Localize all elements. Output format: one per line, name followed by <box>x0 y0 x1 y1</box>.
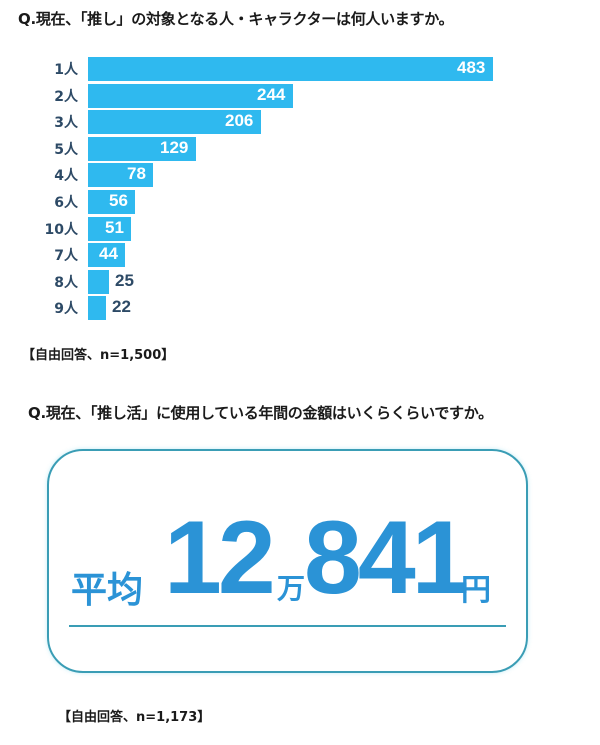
question-2-title: Q.現在、「推し活」に使用している年間の金額はいくらくらいですか。 <box>28 404 493 422</box>
bar <box>88 136 196 161</box>
bar <box>88 216 131 241</box>
bar <box>88 83 293 108</box>
bar-row: 8人 25 <box>0 269 600 294</box>
value-label: 483 <box>457 58 486 77</box>
question-1-footnote: 【自由回答、n=1,500】 <box>22 348 175 363</box>
value-label: 78 <box>127 164 146 184</box>
bar <box>88 110 261 135</box>
value-label: 244 <box>257 84 286 104</box>
question-1-title: Q.現在、「推し」の対象となる人・キャラクターは何人いますか。 <box>18 10 454 28</box>
man-unit: 万 <box>277 572 306 605</box>
bar <box>88 190 135 214</box>
bar <box>88 57 493 81</box>
value-label: 51 <box>105 217 124 237</box>
bar-row: 7人 44 <box>0 243 600 268</box>
bar-row: 1人 483 <box>0 57 600 81</box>
average-amount: 平均 12 万 841 円 <box>49 500 526 616</box>
value-label: 129 <box>160 137 189 157</box>
category-label: 5人 <box>54 141 78 158</box>
bar <box>88 243 125 268</box>
average-value-rest: 841 <box>304 500 470 616</box>
average-value-man: 12 <box>164 500 276 616</box>
question-2-footnote: 【自由回答、n=1,173】 <box>58 710 211 725</box>
category-label: 1人 <box>54 62 78 78</box>
value-label: 22 <box>112 297 131 317</box>
value-label: 56 <box>109 191 128 210</box>
category-label: 7人 <box>54 248 78 265</box>
underline-divider <box>69 625 506 627</box>
average-label: 平均 <box>71 570 144 611</box>
average-amount-box: 平均 12 万 841 円 <box>47 449 528 673</box>
category-label: 3人 <box>54 115 78 132</box>
bar <box>88 296 106 321</box>
bar <box>88 269 109 294</box>
bar <box>88 163 153 188</box>
value-label: 44 <box>99 244 118 264</box>
category-label: 4人 <box>54 168 78 185</box>
yen-unit: 円 <box>461 573 491 608</box>
category-label: 2人 <box>54 88 78 105</box>
bar-row: 6人 56 <box>0 190 600 214</box>
category-label: 8人 <box>54 274 78 291</box>
bar-row: 3人 206 <box>0 110 600 135</box>
bar-row: 4人 78 <box>0 163 600 188</box>
bar-row: 5人 129 <box>0 136 600 161</box>
category-label: 10人 <box>44 221 78 238</box>
value-label: 206 <box>225 111 254 131</box>
value-label: 25 <box>115 270 134 290</box>
bar-row: 9人 22 <box>0 296 600 321</box>
category-label: 6人 <box>54 195 78 211</box>
bar-row: 10人 51 <box>0 216 600 241</box>
bar-row: 2人 244 <box>0 83 600 108</box>
category-label: 9人 <box>54 301 78 318</box>
